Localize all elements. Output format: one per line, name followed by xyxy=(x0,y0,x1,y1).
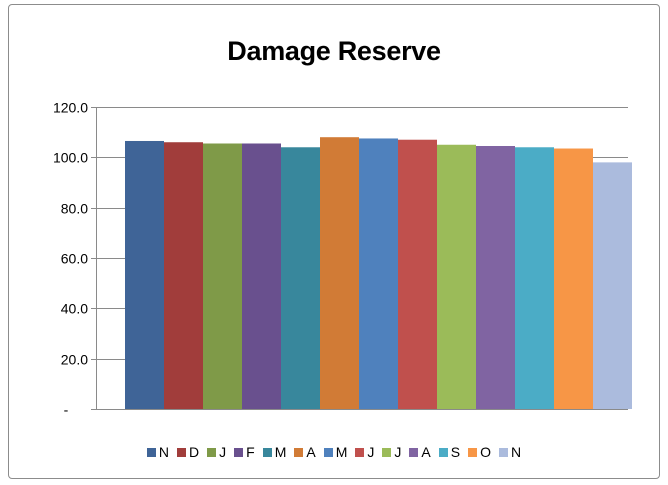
y-tick-label: 60.0 xyxy=(61,251,88,267)
legend-item: M xyxy=(323,444,348,460)
legend-item: N xyxy=(146,444,170,460)
y-tick-label: 80.0 xyxy=(61,201,88,217)
legend-item: J xyxy=(382,444,401,460)
bars xyxy=(125,137,632,410)
legend-label: A xyxy=(421,444,431,460)
legend-swatch xyxy=(382,448,392,457)
legend-swatch xyxy=(234,448,244,457)
legend-label: A xyxy=(306,444,316,460)
bar xyxy=(554,148,593,409)
bar xyxy=(515,147,554,409)
axes xyxy=(91,107,628,410)
legend-label: N xyxy=(158,444,170,460)
legend-swatch xyxy=(146,448,156,457)
legend-swatch xyxy=(323,448,333,457)
legend-swatch xyxy=(177,448,187,457)
legend-item: S xyxy=(438,444,461,460)
legend-item: M xyxy=(262,444,287,460)
bar xyxy=(320,137,359,409)
y-tick-label: - xyxy=(64,402,69,418)
legend-label: O xyxy=(480,444,491,460)
legend-label: S xyxy=(450,444,461,460)
legend-label: J xyxy=(219,444,227,460)
y-tick-label: 40.0 xyxy=(61,301,88,317)
legend-item: D xyxy=(177,444,199,460)
y-tick-labels: - 20.0 40.0 60.0 80.0 100.0 120.0 xyxy=(53,100,88,418)
legend-item: O xyxy=(468,444,491,460)
bar xyxy=(359,138,398,410)
legend-swatch xyxy=(438,448,448,457)
bar xyxy=(281,147,320,409)
legend-swatch xyxy=(355,448,365,457)
bar xyxy=(125,140,164,409)
legend-swatch xyxy=(262,448,272,457)
legend-label: J xyxy=(394,444,402,460)
legend-label: D xyxy=(189,444,200,460)
legend-item: A xyxy=(294,444,316,460)
bar xyxy=(398,139,437,409)
bar xyxy=(476,146,515,409)
legend-swatch xyxy=(294,448,304,457)
y-tick-label: 120.0 xyxy=(53,100,88,116)
legend-label: N xyxy=(510,444,522,460)
legend-label: F xyxy=(246,444,255,460)
legend-item: N xyxy=(498,444,522,460)
y-tick-label: 100.0 xyxy=(53,150,88,166)
bar xyxy=(203,143,242,409)
legend-swatch xyxy=(207,448,217,457)
legend-label: M xyxy=(274,444,287,460)
legend-swatch xyxy=(498,448,508,457)
legend-label: J xyxy=(367,444,375,460)
legend-item: F xyxy=(234,444,255,460)
bar xyxy=(164,142,203,409)
legend-swatch xyxy=(468,448,478,457)
bar xyxy=(242,143,281,409)
legend-item: J xyxy=(207,444,226,460)
legend-item: A xyxy=(409,444,431,460)
legend-label: M xyxy=(335,444,348,460)
y-tick-label: 20.0 xyxy=(61,352,88,368)
legend-swatch xyxy=(409,448,419,457)
bar xyxy=(437,144,476,409)
legend-item: J xyxy=(355,444,374,460)
chart-title: Damage Reserve xyxy=(227,36,441,66)
bar xyxy=(593,162,632,409)
